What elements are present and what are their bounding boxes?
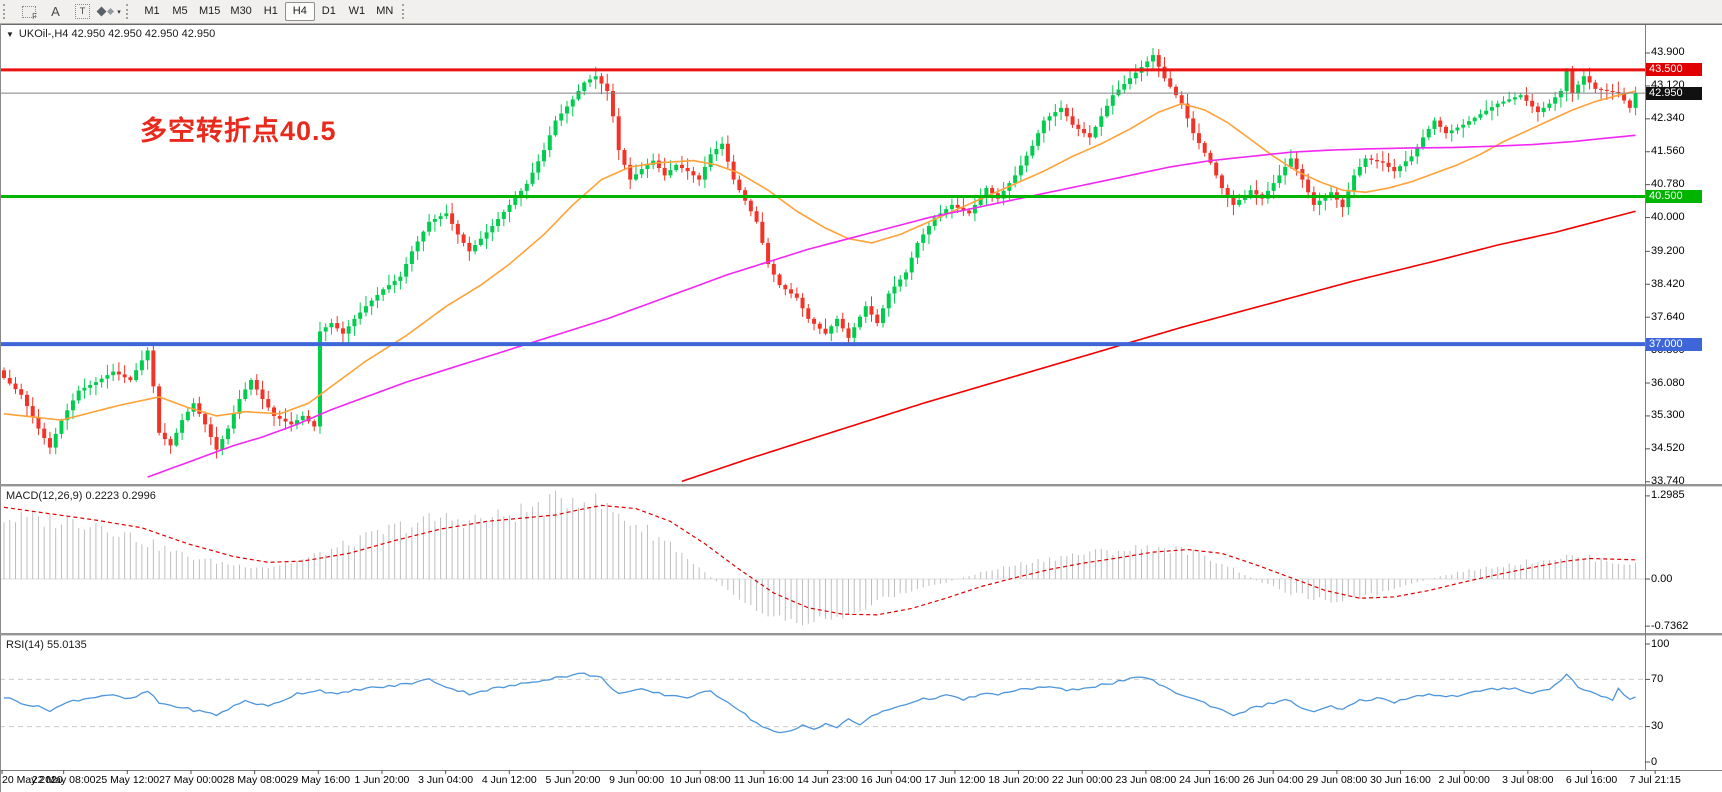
macd-tick-label: 0.00: [1651, 572, 1673, 585]
price-tick-label: 39.200: [1651, 244, 1685, 257]
time-tick-label: 18 Jun 20:00: [988, 774, 1049, 786]
rsi-tick-label: 100: [1651, 637, 1670, 650]
price-tick-label: 36.080: [1651, 376, 1685, 389]
timeframe-button-m1[interactable]: M1: [144, 5, 160, 17]
price-tick-label: 43.900: [1651, 46, 1685, 59]
t-glyph: T: [75, 4, 90, 19]
time-tick-label: 30 Jun 16:00: [1370, 774, 1431, 786]
time-tick-label: 24 Jun 16:00: [1179, 774, 1240, 786]
fibo-grid-icon[interactable]: F: [15, 2, 42, 22]
time-tick-label: 29 Jun 08:00: [1306, 774, 1368, 786]
ma-fast-line[interactable]: [3, 90, 1636, 421]
timeframe-button-h1[interactable]: H1: [263, 5, 278, 17]
price-tick-label: 37.640: [1651, 310, 1685, 323]
time-axis[interactable]: 20 May 2020 22 May 08:00 25 May 12:00 27 Ma…: [0, 772, 1722, 792]
time-tick-label: 2 Jul 00:00: [1438, 774, 1490, 786]
price-tick-label: 40.780: [1651, 178, 1685, 191]
symbol-quote-text: UKOil-,H4 42.950 42.950 42.950 42.950: [18, 28, 216, 40]
toolbar-grip[interactable]: [126, 4, 132, 19]
price-badge-43.500: 43.500: [1646, 63, 1702, 77]
a-glyph: A: [51, 4, 60, 19]
rsi-line: [3, 672, 1636, 734]
time-tick-label: 10 Jun 08:00: [669, 774, 731, 786]
toolbar-grip[interactable]: [401, 4, 408, 19]
time-tick-label: 28 May 08:00: [222, 774, 287, 786]
ma-mid-line[interactable]: [147, 134, 1636, 478]
timeframe-button-mn[interactable]: MN: [376, 5, 394, 17]
time-tick-label: 20 May 2020: [2, 774, 63, 786]
price-tick-label: 35.300: [1651, 409, 1685, 422]
price-badge-37.000: 37.000: [1646, 337, 1702, 351]
price-scale[interactable]: 43.900 43.120 42.340 41.560 40.780 40.000 39.2…: [1646, 24, 1722, 771]
timeframe-button-m5[interactable]: M5: [172, 5, 188, 17]
time-tick-label: 14 Jun 23:00: [797, 774, 858, 786]
price-badge-40.500: 40.500: [1646, 189, 1702, 203]
time-tick-label: 9 Jun 00:00: [609, 774, 665, 786]
timeframe-button-w1[interactable]: W1: [348, 5, 366, 17]
time-tick-label: 4 Jun 12:00: [481, 774, 537, 786]
collapse-triangle-icon[interactable]: ▼: [6, 29, 14, 39]
f-glyph: F: [32, 11, 37, 21]
time-tick-label: 25 May 12:00: [95, 774, 160, 786]
timeframe-button-d1[interactable]: D1: [321, 5, 336, 17]
text-label-icon[interactable]: A: [42, 2, 69, 22]
toolbar: F A T ▾ M1 M5 M15 M30 H1 H4 D1 W1 MN: [0, 0, 1722, 24]
macd-histogram: [3, 490, 1637, 626]
time-tick-label: 22 Jun 00:00: [1051, 774, 1113, 786]
macd-tick-label: -0.7362: [1651, 619, 1689, 632]
diamond-shape-small: [107, 7, 115, 16]
rsi-tick-label: 70: [1651, 672, 1664, 685]
timeframe-button-m15[interactable]: M15: [199, 5, 221, 17]
ma-slow-line[interactable]: [681, 210, 1636, 483]
time-tick-label: 27 May 00:00: [159, 774, 223, 786]
macd-signal-line: [3, 504, 1636, 616]
time-tick-label: 6 Jul 16:00: [1565, 774, 1618, 786]
toolbar-grip[interactable]: [3, 4, 9, 19]
price-tick-label: 40.000: [1651, 211, 1685, 224]
price-tick-label: 33.740: [1651, 475, 1685, 488]
price-tick-label: 34.520: [1651, 442, 1685, 455]
time-tick-label: 1 Jun 20:00: [354, 774, 410, 786]
rsi-tick-label: 0: [1651, 755, 1658, 768]
chart-annotation-text[interactable]: 多空转折点40.5: [140, 116, 337, 146]
symbol-quote-line[interactable]: ▼ UKOil-,H4 42.950 42.950 42.950 42.950: [6, 28, 215, 40]
panel-splitter-rsi[interactable]: [0, 633, 1722, 636]
time-tick-label: 26 Jun 04:00: [1242, 774, 1304, 786]
rsi-tick-label: 30: [1651, 720, 1664, 733]
time-tick-label: 22 May 08:00: [31, 774, 96, 786]
price-tick-label: 42.340: [1651, 112, 1685, 125]
rsi-indicator-label: RSI(14) 55.0135: [6, 639, 87, 651]
price-badge-42.950: 42.950: [1646, 86, 1702, 100]
time-tick-label: 3 Jun 04:00: [418, 774, 474, 786]
macd-tick-label: 1.2985: [1651, 489, 1685, 502]
time-tick-label: 11 Jun 16:00: [733, 774, 794, 786]
timeframe-button-h4[interactable]: H4: [284, 2, 315, 21]
time-tick-label: 17 Jun 12:00: [924, 774, 986, 786]
diamond-shape: [96, 6, 107, 17]
time-tick-label: 7 Jul 21:15: [1629, 774, 1681, 786]
price-tick-label: 41.560: [1651, 145, 1685, 158]
time-tick-label: 23 Jun 08:00: [1115, 774, 1177, 786]
panel-splitter-macd[interactable]: [0, 484, 1722, 487]
time-tick-label: 5 Jun 20:00: [545, 774, 601, 786]
shapes-icon[interactable]: ▾: [96, 2, 123, 22]
time-tick-label: 3 Jul 08:00: [1502, 774, 1554, 786]
time-tick-label: 29 May 16:00: [286, 774, 351, 786]
dotted-frame: [21, 5, 36, 18]
timeframe-button-m30[interactable]: M30: [230, 5, 252, 17]
price-tick-label: 38.420: [1651, 277, 1685, 290]
text-box-icon[interactable]: T: [69, 2, 96, 22]
dropdown-caret-icon[interactable]: ▾: [117, 8, 121, 16]
macd-indicator-label: MACD(12,26,9) 0.2223 0.2996: [6, 490, 156, 502]
candles-layer: [2, 47, 1638, 459]
time-tick-label: 16 Jun 04:00: [860, 774, 922, 786]
